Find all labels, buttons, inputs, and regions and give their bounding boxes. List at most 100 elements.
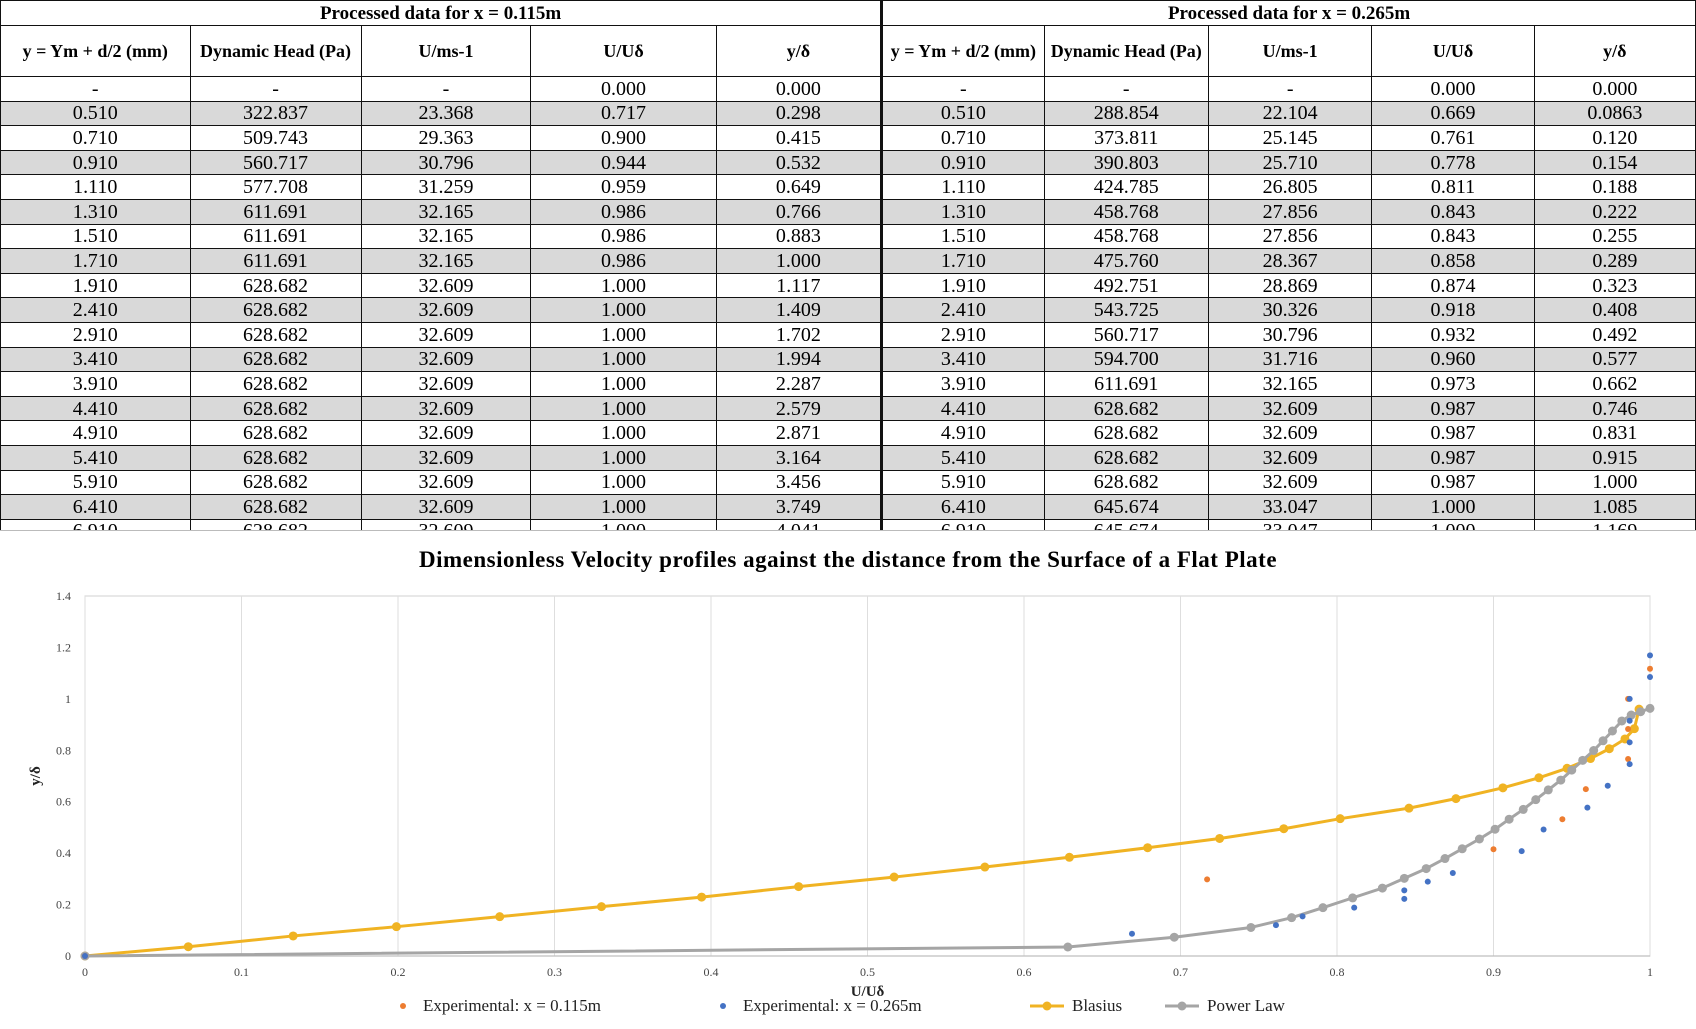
- table-cell: 0.987: [1371, 395, 1535, 422]
- table-row: 6.410 628.682 32.609 1.000 3.749 6.410 645.674…: [0, 494, 1696, 520]
- table-cell: 32.165: [360, 223, 532, 250]
- series-2-point: [1279, 824, 1289, 834]
- table-row: 1.110 577.708 31.259 0.959 0.649 1.110 424.785…: [0, 174, 1696, 200]
- table-cell: 1.000: [530, 321, 717, 348]
- series-2-point: [1335, 814, 1345, 824]
- table-cell: 32.609: [360, 297, 532, 323]
- table-cell: 1.510: [880, 223, 1045, 250]
- table-cell: 628.682: [189, 420, 362, 446]
- table-cell: 628.682: [189, 346, 362, 373]
- series-1-point: [1626, 739, 1633, 746]
- table-cell: 2.910: [880, 321, 1045, 348]
- processed-data-table-panel: Processed data for x = 0.115m Processed …: [0, 0, 1696, 545]
- table-cell: 0.973: [1371, 371, 1535, 397]
- table-cell: 31.716: [1207, 346, 1373, 373]
- series-1-point: [1272, 922, 1279, 929]
- x-axis-title: U/Uδ: [851, 984, 885, 1000]
- y-tick-label: 0.8: [56, 743, 71, 757]
- table-cell: 0.710: [880, 125, 1045, 151]
- table-cell: 1.000: [1533, 469, 1696, 496]
- table-cell: 32.609: [1207, 395, 1373, 422]
- series-3-point: [1169, 932, 1179, 942]
- table-cell: 611.691: [1043, 371, 1209, 397]
- legend-marker-swatch: [720, 1003, 726, 1009]
- table-cell: 0.831: [1533, 420, 1696, 446]
- table-cell: 30.796: [1207, 321, 1373, 348]
- table-cell: 2.287: [715, 371, 883, 397]
- table-cell: 0.154: [1533, 149, 1696, 176]
- table-cell: 25.710: [1207, 149, 1373, 176]
- table-row: 0.510 322.837 23.368 0.717 0.298 0.510 288.854…: [0, 100, 1696, 127]
- table-cell: 1.085: [1533, 494, 1696, 520]
- table-cell: 322.837: [189, 100, 362, 127]
- table-cell: 458.768: [1043, 198, 1209, 225]
- table-cell: 0.000: [1371, 76, 1535, 102]
- table-cell: 0.255: [1533, 223, 1696, 250]
- series-1-point: [1128, 930, 1135, 937]
- table-cell: 0.710: [0, 125, 191, 151]
- table-cell: 0.000: [715, 76, 883, 102]
- table-cell: 32.609: [360, 494, 532, 520]
- series-1-point: [1626, 695, 1633, 702]
- series-3-point: [1504, 814, 1514, 824]
- table-cell: 4.410: [880, 395, 1045, 422]
- series-1-point: [1626, 761, 1633, 768]
- table-cell: 543.725: [1043, 297, 1209, 323]
- series-3-point: [1377, 883, 1387, 893]
- table-cell: 30.326: [1207, 297, 1373, 323]
- table-cell: 0.662: [1533, 371, 1696, 397]
- series-2-point: [495, 912, 505, 922]
- table-cell: 0.323: [1533, 272, 1696, 299]
- x-tick-label: 0: [82, 965, 88, 979]
- table-row: 3.910 628.682 32.609 1.000 2.287 3.910 611.691…: [0, 371, 1696, 397]
- table-cell: 373.811: [1043, 125, 1209, 151]
- table-cell: 29.363: [360, 125, 532, 151]
- legend-marker-swatch: [1042, 1001, 1052, 1011]
- table-cell: 1.000: [530, 469, 717, 496]
- x-tick-label: 0.9: [1486, 965, 1501, 979]
- x-tick-label: 1: [1647, 965, 1653, 979]
- table-cell: 1.117: [715, 272, 883, 299]
- series-3-point: [1556, 775, 1566, 785]
- table-cell: 0.188: [1533, 174, 1696, 200]
- table-cell: 6.410: [880, 494, 1045, 520]
- series-2-point: [697, 892, 707, 902]
- series-3-point: [1474, 834, 1484, 844]
- table-row: 1.710 611.691 32.165 0.986 1.000 1.710 475.760…: [0, 248, 1696, 274]
- table-cell: 3.910: [0, 371, 191, 397]
- table-cell: 0.843: [1371, 223, 1535, 250]
- series-1-point: [1299, 913, 1306, 920]
- series-2-point: [1534, 773, 1544, 783]
- table-cell: 0.986: [530, 223, 717, 250]
- series-3-point: [1607, 726, 1617, 736]
- table-cell: 3.910: [880, 371, 1045, 397]
- series-3-point: [1440, 854, 1450, 864]
- table-row: 1.910 628.682 32.609 1.000 1.117 1.910 492.751…: [0, 272, 1696, 299]
- table-cell: 32.165: [360, 198, 532, 225]
- table-cell: 0.408: [1533, 297, 1696, 323]
- table-cell: 577.708: [189, 174, 362, 200]
- table-cell: 594.700: [1043, 346, 1209, 373]
- table-row: 4.910 628.682 32.609 1.000 2.871 4.910 628.682…: [0, 420, 1696, 446]
- x-tick-label: 0.1: [234, 965, 249, 979]
- series-2-point: [391, 922, 401, 932]
- table-cell: 1.510: [0, 223, 191, 250]
- table-row: 4.410 628.682 32.609 1.000 2.579 4.410 628.682…: [0, 395, 1696, 422]
- legend-marker-swatch: [400, 1003, 406, 1009]
- series-3-point: [1399, 873, 1409, 883]
- table-cell: 32.609: [1207, 420, 1373, 446]
- table-cell: 32.165: [1207, 371, 1373, 397]
- table-cell: 0.510: [880, 100, 1045, 127]
- series-3-point: [1518, 804, 1528, 814]
- table-cell: 1.000: [530, 272, 717, 299]
- table-cell: 611.691: [189, 198, 362, 225]
- table-cell: 475.760: [1043, 248, 1209, 274]
- table-cell: 492.751: [1043, 272, 1209, 299]
- table-cell: 3.164: [715, 444, 883, 471]
- legend-label: Experimental: x = 0.265m: [743, 996, 922, 1015]
- chart-canvas: 0 0.1 0.2 0.3 0.4 0.5 0.6 0.7 0.8 0.9 1 0 0.2 0.4 0.6 0…: [28, 589, 1655, 1015]
- table-cell: -: [0, 76, 191, 102]
- table-cell: 1.000: [530, 494, 717, 520]
- series-0-point: [1625, 756, 1632, 763]
- col-header-u-ratio: U/Uδ: [530, 25, 717, 77]
